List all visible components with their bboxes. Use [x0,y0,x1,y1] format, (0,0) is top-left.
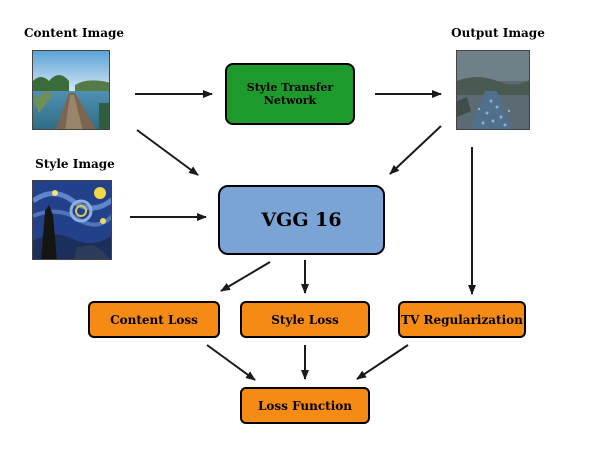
arrow-tv-to-loss-fn [356,344,409,380]
loss-function-node: Loss Function [240,387,370,424]
content-image [32,50,110,130]
style-image-label: Style Image [35,157,115,171]
tv-regularization-node: TV Regularization [398,301,526,338]
arrow-content-loss-to-loss-fn [206,344,256,381]
arrow-vgg-to-content-loss [220,261,271,292]
style-image [32,180,112,260]
style-loss-node: Style Loss [240,301,370,338]
style-transfer-network-node: Style Transfer Network [225,63,355,125]
output-image [456,50,530,130]
output-image-label: Output Image [451,26,545,40]
content-image-label: Content Image [23,26,124,40]
content-loss-node: Content Loss [88,301,220,338]
arrow-content-to-vgg [136,129,199,176]
arrow-output-to-vgg [389,125,442,175]
vgg16-node: VGG 16 [218,185,385,255]
